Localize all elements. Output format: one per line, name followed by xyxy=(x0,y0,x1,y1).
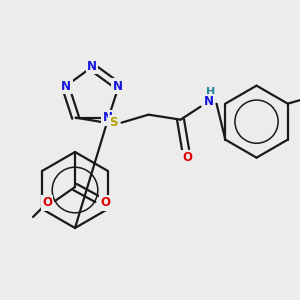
Text: N: N xyxy=(203,95,214,108)
Text: N: N xyxy=(61,80,71,93)
Text: H: H xyxy=(206,87,215,97)
Text: N: N xyxy=(103,111,112,124)
Text: N: N xyxy=(87,59,97,73)
Text: S: S xyxy=(109,116,118,129)
Text: O: O xyxy=(100,196,110,209)
Text: O: O xyxy=(182,151,193,164)
Text: N: N xyxy=(112,80,123,93)
Text: O: O xyxy=(42,196,52,209)
